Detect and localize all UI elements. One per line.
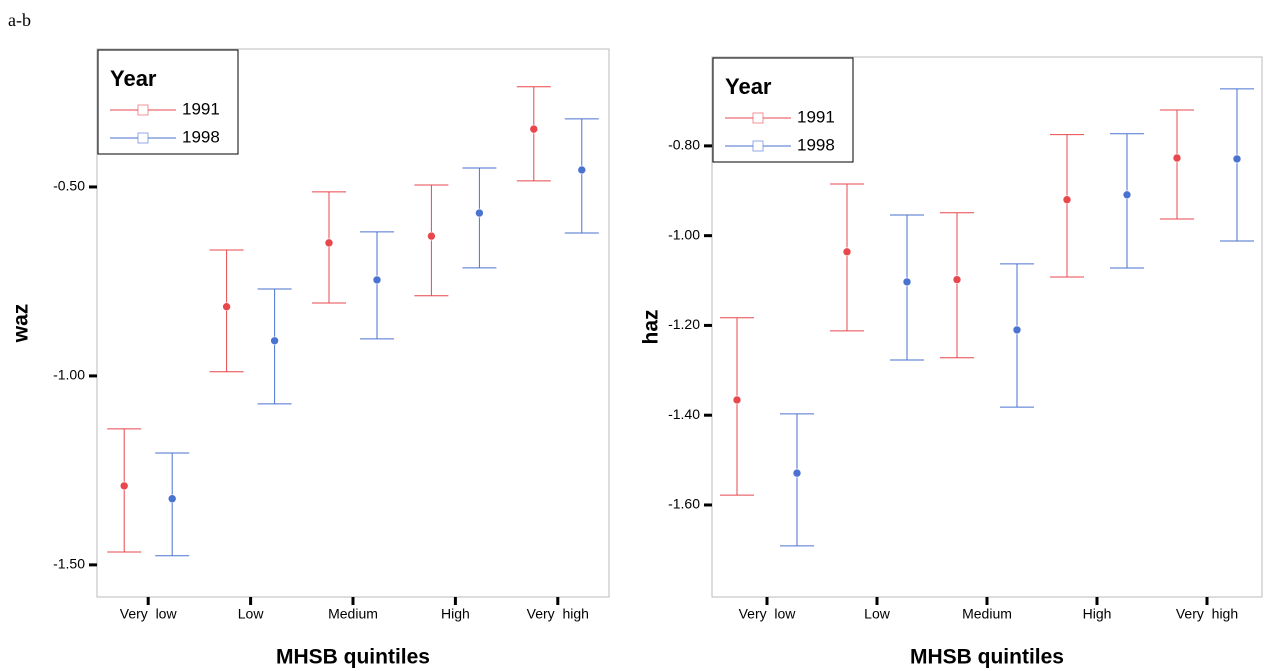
y-tick-label: -0.80 xyxy=(668,137,700,153)
x-tick-label: Very low xyxy=(120,606,178,622)
legend-label: 1998 xyxy=(797,135,835,154)
legend-title: Year xyxy=(110,66,157,91)
x-tick-label: Medium xyxy=(328,606,378,622)
y-tick-label: -1.60 xyxy=(668,496,700,512)
legend-title: Year xyxy=(725,74,772,99)
legend-label: 1991 xyxy=(797,107,835,126)
mean-marker xyxy=(119,481,129,491)
y-axis-title: haz xyxy=(640,309,663,344)
x-tick-label: Medium xyxy=(962,606,1012,622)
y-tick-label: -1.50 xyxy=(53,556,85,572)
legend-marker xyxy=(137,132,149,144)
mean-marker xyxy=(1062,195,1072,205)
x-tick-label: High xyxy=(441,606,470,622)
y-tick-label: -1.00 xyxy=(668,226,700,242)
mean-marker xyxy=(167,494,177,504)
legend-marker xyxy=(752,140,764,152)
mean-marker xyxy=(475,208,484,218)
figure-label: a-b xyxy=(8,10,31,30)
x-tick-label: Very high xyxy=(1176,606,1238,622)
y-tick-label: -0.50 xyxy=(53,178,85,194)
legend-marker xyxy=(752,112,764,124)
legend-label: 1998 xyxy=(182,127,220,146)
mean-marker xyxy=(222,302,231,312)
mean-marker xyxy=(270,336,279,346)
x-axis-title: MHSB quintiles xyxy=(276,646,430,669)
y-axis-title: waz xyxy=(10,304,33,344)
mean-marker xyxy=(792,468,802,478)
legend-box xyxy=(97,49,239,155)
legend-box xyxy=(712,57,854,163)
mean-marker xyxy=(1012,325,1022,335)
legend-label: 1991 xyxy=(182,99,220,118)
mean-marker xyxy=(427,231,436,241)
x-tick-label: Very low xyxy=(739,606,797,622)
mean-marker xyxy=(1172,153,1182,163)
mean-marker xyxy=(529,124,539,134)
mean-marker xyxy=(577,165,587,175)
mean-marker xyxy=(1232,154,1242,164)
mean-marker xyxy=(732,395,742,405)
x-axis-title: MHSB quintiles xyxy=(910,646,1064,669)
x-tick-label: Low xyxy=(238,606,265,622)
mean-marker xyxy=(902,277,912,287)
x-tick-label: Low xyxy=(864,606,891,622)
x-tick-label: High xyxy=(1083,606,1112,622)
mean-marker xyxy=(372,275,382,285)
mean-marker xyxy=(324,238,334,248)
mean-marker xyxy=(952,275,962,284)
mean-marker xyxy=(1122,190,1132,200)
y-tick-label: -1.40 xyxy=(668,406,700,422)
mean-marker xyxy=(842,247,852,257)
y-tick-label: -1.00 xyxy=(53,367,85,383)
legend-marker xyxy=(137,104,149,116)
y-tick-label: -1.20 xyxy=(668,316,700,332)
x-tick-label: Very high xyxy=(527,606,589,622)
